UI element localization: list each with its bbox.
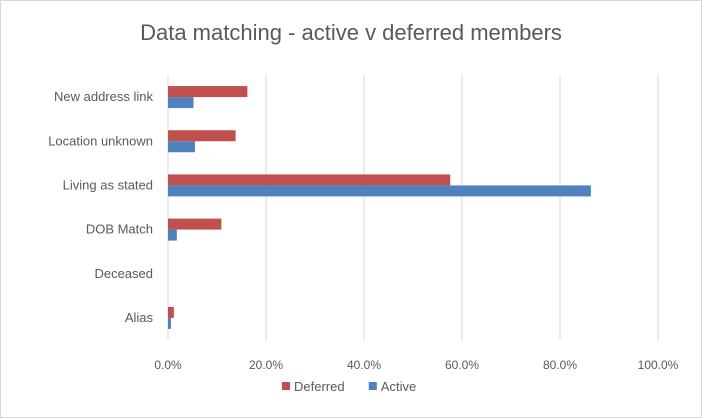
bar-deferred [168,174,451,186]
bar-deferred [168,306,174,318]
bar-deferred [168,86,248,98]
bar-deferred [168,218,222,230]
x-tick-label: 40.0% [347,358,381,372]
bar-active [168,229,177,241]
bar-active [168,317,171,329]
gridlines [167,75,659,340]
category-label: Deceased [94,266,153,281]
x-tick-label: 0.0% [154,358,182,372]
legend-label: Active [381,379,416,394]
category-label: New address link [54,89,153,104]
category-labels: New address link Location unknown Living a… [48,89,153,325]
chart-title: Data matching - active v deferred member… [140,20,562,45]
category-label: Living as stated [63,177,153,192]
legend-label: Deferred [294,379,345,394]
bar-deferred [168,130,236,142]
category-label: DOB Match [86,222,153,237]
x-tick-label: 20.0% [249,358,283,372]
x-tick-label: 60.0% [445,358,479,372]
bars [168,86,591,329]
legend-swatch [368,382,377,390]
x-tick-label: 80.0% [543,358,577,372]
x-tick-label: 100.0% [638,358,679,372]
tick-labels: 0.0% 20.0% 40.0% 60.0% 80.0% 100.0% [154,358,678,372]
bar-active [168,97,194,109]
category-label: Alias [125,310,154,325]
category-label: Location unknown [48,133,153,148]
bar-active [168,141,195,153]
legend: Deferred Active [282,379,416,394]
bar-active [168,185,591,197]
legend-swatch [282,382,290,390]
